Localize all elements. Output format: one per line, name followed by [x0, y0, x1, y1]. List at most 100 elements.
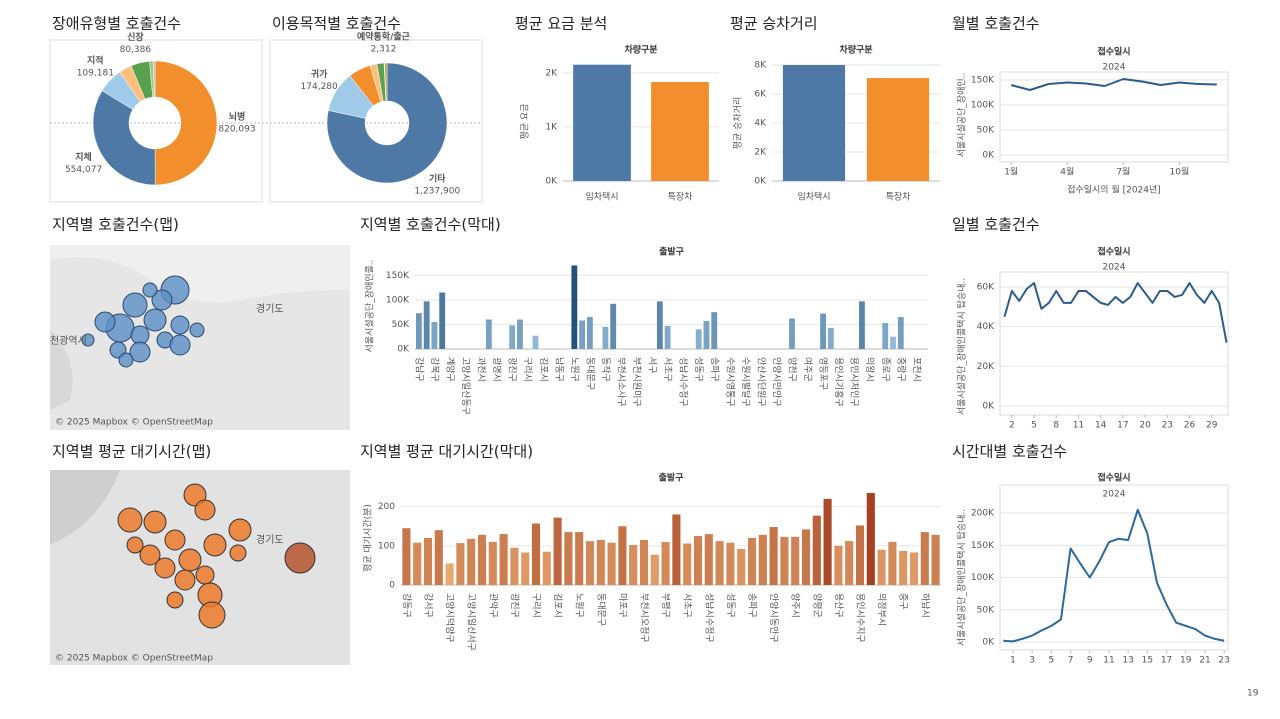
y-tick-label: 100K	[971, 573, 995, 583]
map-title: 지역별 평균 대기시간(맵)	[52, 443, 211, 461]
x-tick-label: 서초구	[682, 593, 693, 618]
map-attribution: © 2025 Mapbox © OpenStreetMap	[55, 654, 213, 664]
chart-subheader: 2024	[1103, 263, 1126, 273]
x-tick-label: 용인시기흥구	[833, 357, 845, 407]
bar	[890, 336, 896, 349]
bar	[920, 532, 929, 585]
y-tick-label: 4K	[754, 119, 767, 129]
y-tick-label: 20K	[977, 362, 995, 372]
x-tick-label: 11	[1103, 656, 1114, 666]
bar	[711, 312, 718, 349]
bar	[820, 313, 826, 349]
map-label: 천광역시	[50, 335, 87, 347]
x-tick-label: 종로구	[880, 357, 891, 382]
bar	[695, 329, 702, 349]
x-tick-label: 4월	[1060, 166, 1074, 178]
bar	[877, 549, 886, 585]
bar	[791, 536, 800, 585]
x-tick-label: 17	[1161, 656, 1172, 666]
bar	[866, 78, 930, 181]
y-tick-label: 0K	[397, 345, 410, 355]
y-tick-label: 0K	[982, 402, 995, 412]
panel-frame	[49, 39, 263, 203]
bar	[845, 541, 854, 585]
bar	[542, 551, 551, 585]
bar	[488, 541, 497, 585]
y-tick-label: 200K	[971, 509, 995, 519]
bar	[769, 527, 778, 585]
bar	[650, 554, 659, 585]
x-tick-label: 여주군	[802, 357, 814, 382]
chart-title: 지역별 호출건수(막대)	[360, 216, 501, 234]
slice-value: 109,181	[77, 68, 114, 78]
slice-label: 뇌병	[229, 110, 246, 122]
x-axis-title: 접수일시의 월 [2024년]	[1067, 184, 1161, 196]
x-tick-label: 계양구	[444, 357, 456, 382]
bar	[664, 325, 671, 349]
bar	[827, 327, 834, 349]
slice-label: 귀가	[311, 68, 328, 80]
y-axis-title: 평균 요금	[520, 104, 531, 140]
x-tick-label: 용인시수지구	[855, 593, 866, 643]
chart-title: 시간대별 호출건수	[952, 443, 1067, 461]
x-tick-label: 21	[1199, 656, 1210, 666]
x-tick-label: 23	[1162, 421, 1173, 431]
x-tick-label: 성남시수정구	[703, 593, 714, 643]
y-axis-title: 서울시설공단_장애인콜택시 탑승내..	[956, 509, 968, 646]
bar	[532, 335, 539, 349]
x-tick-label: 14	[1095, 421, 1107, 431]
bar	[801, 529, 811, 585]
slice-label: 예약통학/출근	[357, 31, 411, 43]
donut-slice	[154, 60, 218, 186]
y-tick-label: 0K	[982, 638, 995, 648]
map-bubbles	[81, 275, 205, 368]
bar	[575, 532, 584, 585]
y-tick-label: 50K	[977, 605, 995, 615]
x-tick-label: 동대문구	[595, 593, 606, 626]
bar	[423, 538, 433, 585]
chart-subheader: 2024	[1103, 490, 1126, 500]
x-tick-label: 포천시	[911, 357, 922, 382]
bar	[402, 528, 411, 585]
slice-label: 지체	[75, 151, 92, 163]
bar	[855, 525, 865, 585]
map-region	[50, 245, 350, 303]
x-tick-label: 8	[1053, 421, 1059, 431]
y-axis-title: 서울시설공단_장애인콜..	[365, 259, 376, 352]
bar	[573, 64, 631, 181]
bar	[639, 539, 649, 585]
bar	[704, 534, 713, 585]
x-tick-label: 9	[1087, 656, 1093, 666]
slice-value: 174,280	[301, 82, 338, 92]
x-tick-label: 수원시팔달구	[740, 357, 752, 407]
x-tick-label: 5	[1048, 656, 1054, 666]
x-tick-label: 강서구	[423, 593, 434, 618]
slice-label: 신장	[127, 31, 144, 43]
bar	[531, 523, 541, 585]
bar	[564, 532, 573, 585]
x-tick-label: 양주시	[790, 593, 801, 618]
bar	[509, 325, 516, 349]
bar	[510, 547, 519, 585]
bar	[931, 534, 940, 585]
slice-value: 1,237,900	[414, 187, 460, 197]
bar	[737, 548, 746, 585]
bar	[780, 536, 789, 585]
bar	[571, 265, 578, 349]
y-tick-label: 0K	[982, 151, 995, 161]
x-tick-label: 임차택시	[585, 191, 618, 203]
x-tick-label: 중구	[898, 593, 909, 610]
donut-slice	[152, 60, 156, 98]
bar	[897, 317, 904, 349]
map-label: 경기도	[256, 302, 284, 315]
x-tick-label: 수원시영통구	[724, 357, 735, 407]
bar	[477, 534, 487, 585]
bar	[782, 65, 846, 181]
slice-value: 820,093	[218, 124, 255, 134]
line	[1003, 282, 1228, 343]
x-tick-label: 관악구	[487, 593, 499, 618]
x-tick-label: 하남시	[919, 593, 930, 618]
x-tick-label: 강동구	[401, 593, 412, 618]
x-tick-label: 구리시	[522, 357, 533, 382]
